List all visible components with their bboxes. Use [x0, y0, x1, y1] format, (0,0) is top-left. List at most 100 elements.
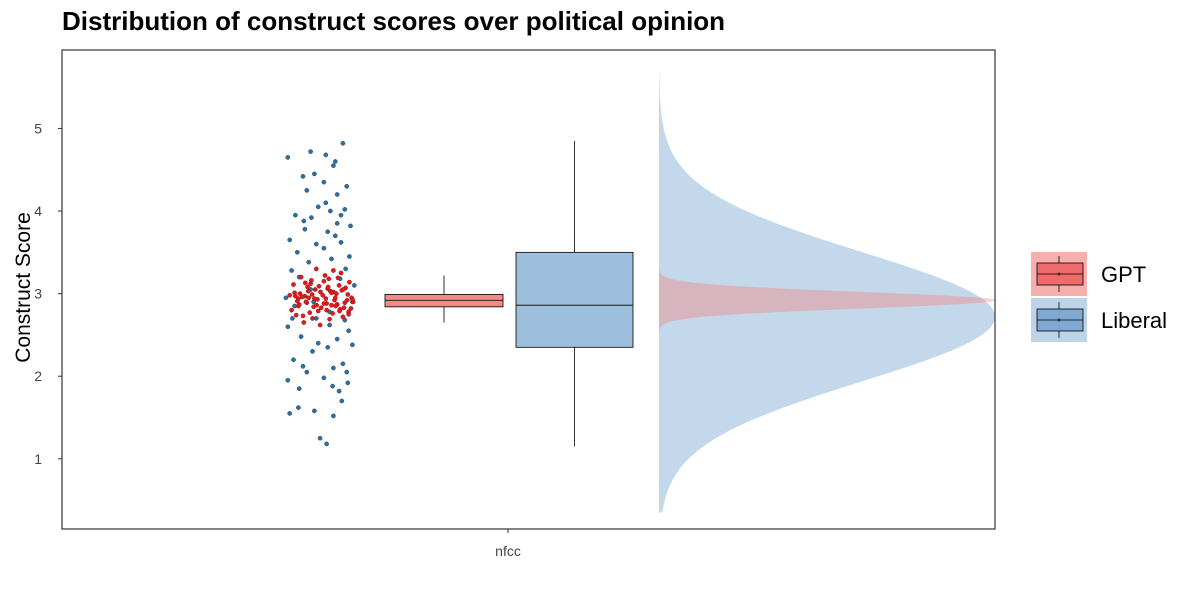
data-point-liberal [351, 283, 357, 288]
data-point-liberal [329, 256, 334, 262]
boxplot-liberal-box [515, 251, 634, 348]
data-point-gpt [313, 266, 319, 272]
data-point-gpt [322, 273, 328, 278]
data-point-liberal [293, 212, 298, 218]
data-point-gpt [312, 296, 317, 301]
data-point-gpt [323, 296, 329, 301]
data-point-liberal [315, 340, 321, 346]
data-point-liberal [328, 208, 333, 214]
data-point-liberal [308, 149, 313, 154]
data-point-gpt [331, 268, 336, 273]
data-point-gpt [310, 316, 315, 321]
data-point-gpt [309, 292, 315, 297]
data-point-gpt [338, 270, 344, 276]
chart-title: Distribution of construct scores over po… [62, 6, 726, 36]
data-point-liberal [310, 349, 315, 354]
data-point-gpt [298, 274, 304, 280]
data-point-liberal [334, 336, 340, 342]
data-point-gpt [340, 287, 346, 292]
y-tick-label: 2 [34, 368, 42, 384]
data-point-liberal [344, 183, 350, 189]
data-point-liberal [315, 204, 321, 210]
data-point-liberal [346, 328, 351, 334]
legend-key-dot-gpt [1057, 272, 1061, 276]
data-point-liberal [332, 159, 338, 164]
y-axis-title: Construct Score [12, 212, 35, 363]
x-tick-label: nfcc [495, 543, 521, 559]
data-point-liberal [330, 383, 335, 389]
data-point-liberal [289, 268, 294, 273]
data-point-liberal [343, 266, 348, 272]
data-point-gpt [347, 279, 352, 285]
data-point-gpt [335, 275, 341, 281]
data-point-gpt [318, 289, 323, 295]
data-point-gpt [317, 322, 323, 328]
data-point-gpt [334, 291, 339, 296]
plot-area [283, 72, 995, 513]
legend-label-gpt: GPT [1101, 262, 1146, 287]
data-point-gpt [333, 303, 339, 309]
data-point-liberal [348, 223, 353, 229]
data-point-gpt [329, 290, 334, 296]
data-point-liberal [344, 369, 350, 375]
data-point-liberal [327, 322, 332, 328]
data-point-liberal [287, 411, 293, 416]
density-gpt [659, 258, 995, 348]
data-point-gpt [329, 302, 334, 308]
data-point-gpt [330, 311, 335, 316]
data-point-gpt [340, 314, 346, 320]
data-point-gpt [299, 294, 305, 300]
y-tick-label: 3 [34, 286, 42, 302]
data-point-gpt [305, 288, 311, 294]
data-point-liberal [347, 254, 352, 259]
data-point-gpt [320, 292, 326, 298]
data-point-gpt [344, 297, 350, 303]
data-point-liberal [304, 369, 310, 375]
axes: 1 2 3 4 5 Construct Score nfcc [12, 120, 521, 559]
data-point-gpt [303, 299, 309, 305]
legend-label-liberal: Liberal [1101, 308, 1167, 333]
legend: GPT Liberal [1031, 252, 1167, 342]
data-point-gpt [293, 293, 298, 299]
legend-key-dot-liberal [1057, 318, 1061, 322]
data-point-gpt [315, 308, 321, 314]
data-point-liberal [338, 240, 344, 245]
data-point-liberal [325, 229, 331, 235]
data-point-liberal [342, 207, 348, 212]
data-point-liberal [345, 380, 351, 386]
data-point-gpt [324, 307, 329, 313]
data-point-gpt [348, 306, 354, 311]
data-point-liberal [296, 405, 301, 410]
data-point-gpt [309, 278, 314, 283]
data-point-gpt [291, 282, 296, 287]
data-point-gpt [325, 284, 331, 290]
data-point-gpt [346, 311, 351, 317]
data-point-liberal [298, 334, 304, 339]
data-point-liberal [323, 152, 329, 158]
data-point-liberal [313, 241, 319, 247]
data-point-liberal [300, 363, 306, 369]
panel-border [61, 49, 996, 530]
data-point-gpt [350, 297, 355, 302]
data-point-gpt [312, 287, 318, 292]
boxplot-gpt-box [384, 294, 504, 308]
data-point-gpt [289, 307, 294, 313]
data-point-liberal [336, 388, 342, 394]
data-point-liberal [324, 441, 329, 447]
data-point-liberal [331, 163, 336, 168]
data-point-gpt [316, 283, 322, 289]
y-tick-label: 1 [34, 451, 42, 467]
data-point-liberal [287, 237, 293, 243]
data-point-liberal [285, 324, 291, 330]
data-point-gpt [296, 296, 301, 301]
data-point-liberal [340, 361, 346, 367]
data-point-liberal [350, 342, 355, 348]
data-point-liberal [306, 259, 312, 265]
data-point-gpt [300, 313, 306, 319]
data-point-liberal [294, 249, 300, 255]
data-point-gpt [297, 291, 303, 296]
y-tick-label: 5 [34, 120, 42, 136]
data-point-liberal [300, 174, 306, 179]
data-point-gpt [332, 295, 338, 301]
